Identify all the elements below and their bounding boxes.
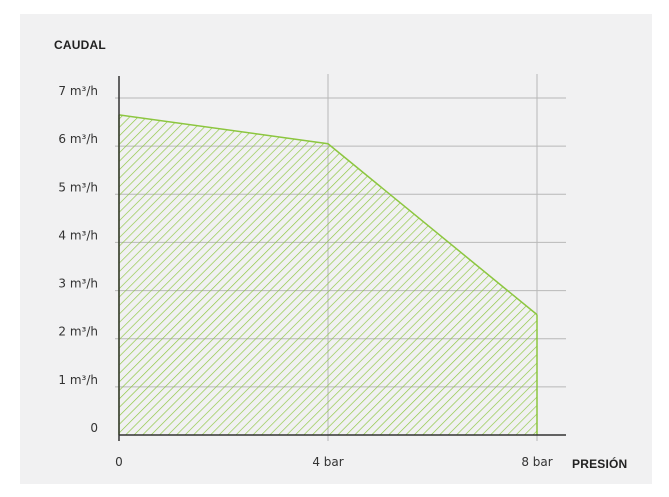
- y-axis-title: CAUDAL: [54, 38, 106, 52]
- y-tick-label: 6 m³/h: [58, 132, 98, 146]
- area-fill: [119, 114, 537, 435]
- y-tick-label: 1 m³/h: [58, 373, 98, 387]
- x-axis-title: PRESIÓN: [572, 457, 628, 471]
- y-tick-label: 0: [90, 421, 98, 435]
- y-tick-label: 2 m³/h: [58, 325, 98, 339]
- y-tick-label: 7 m³/h: [58, 84, 98, 98]
- x-tick-label: 0: [115, 455, 123, 469]
- chart-panel: CAUDAL PRESIÓN 0 1 m³/h 2 m³/h 3 m³/h 4 m³/h…: [20, 14, 652, 484]
- flow-pressure-chart: 0 1 m³/h 2 m³/h 3 m³/h 4 m³/h 5 m³/h 6 m³/h 7 m…: [58, 74, 566, 469]
- y-tick-label: 3 m³/h: [58, 277, 98, 291]
- x-tick-label: 8 bar: [521, 455, 552, 469]
- y-tick-label: 4 m³/h: [58, 228, 98, 242]
- y-tick-label: 5 m³/h: [58, 180, 98, 194]
- series-line: [118, 114, 538, 316]
- x-tick-label: 4 bar: [312, 455, 343, 469]
